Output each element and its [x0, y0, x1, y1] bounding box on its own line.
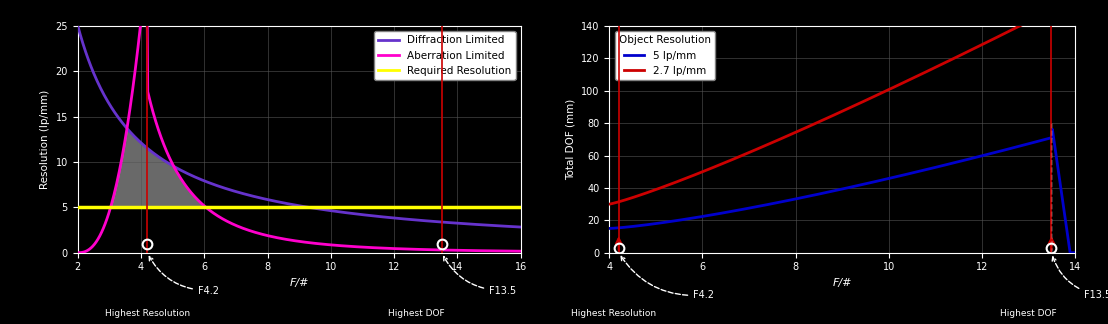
- Text: F4.2: F4.2: [150, 257, 219, 295]
- Text: Highest Resolution: Highest Resolution: [104, 309, 189, 318]
- Legend: Diffraction Limited, Aberration Limited, Required Resolution: Diffraction Limited, Aberration Limited,…: [373, 31, 515, 80]
- Y-axis label: Resolution (lp/mm): Resolution (lp/mm): [40, 90, 50, 189]
- Text: F13.5: F13.5: [1053, 257, 1108, 300]
- X-axis label: F/#: F/#: [832, 278, 852, 288]
- Y-axis label: Total DOF (mm): Total DOF (mm): [565, 99, 576, 180]
- Text: F4.2: F4.2: [622, 256, 715, 300]
- Text: Highest DOF: Highest DOF: [388, 309, 444, 318]
- Text: Highest DOF: Highest DOF: [999, 309, 1057, 318]
- Legend: 5 lp/mm, 2.7 lp/mm: 5 lp/mm, 2.7 lp/mm: [615, 31, 715, 80]
- Text: Highest Resolution: Highest Resolution: [572, 309, 657, 318]
- X-axis label: F/#: F/#: [289, 278, 309, 288]
- Text: F13.5: F13.5: [443, 257, 516, 295]
